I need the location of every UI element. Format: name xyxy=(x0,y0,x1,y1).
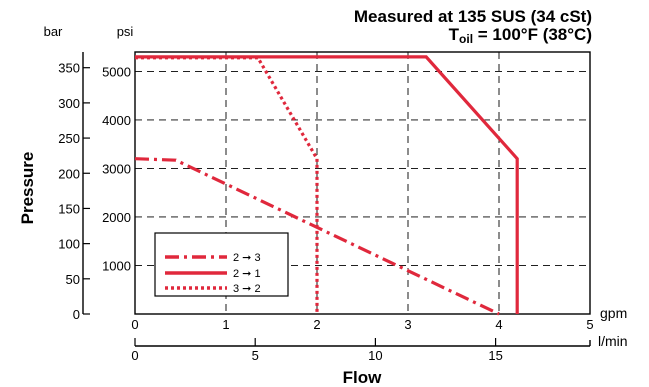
gpm-tick-label: 1 xyxy=(222,317,229,332)
series-line-2 xyxy=(135,56,319,314)
bar-tick-label: 0 xyxy=(73,307,80,322)
psi-tick-label: 2000 xyxy=(102,210,131,225)
bar-unit-label: bar xyxy=(44,24,63,39)
title-temperature: = 100°F (38°C) xyxy=(473,25,592,44)
gpm-tick-label: 4 xyxy=(495,317,502,332)
bar-tick-label: 100 xyxy=(58,237,80,252)
psi-tick-label: 3000 xyxy=(102,161,131,176)
title-t: T xyxy=(449,25,460,44)
series-line-0 xyxy=(134,157,500,316)
series-line-1 xyxy=(135,55,519,314)
legend-label-3-2: 3 ➞ 2 xyxy=(233,283,261,295)
psi-unit-label: psi xyxy=(117,24,134,39)
bar-tick-label: 250 xyxy=(58,131,80,146)
bar-tick-label: 50 xyxy=(66,272,80,287)
tick-labels: 0 1 2 3 4 51000200030004000500005010015020025… xyxy=(58,61,593,363)
title-oil-subscript: oil xyxy=(459,32,473,46)
bar-tick-label: 300 xyxy=(58,96,80,111)
gpm-tick-label: 2 xyxy=(313,317,320,332)
lmin-tick-label: 15 xyxy=(488,348,502,363)
gpm-tick-label: 5 xyxy=(586,317,593,332)
bar-tick-label: 150 xyxy=(58,201,80,216)
bar-tick-label: 200 xyxy=(58,166,80,181)
y-axis-label: Pressure xyxy=(18,152,37,225)
lmin-tick-label: 5 xyxy=(252,348,259,363)
x-axis-label: Flow xyxy=(343,368,382,387)
legend-label-2-3: 2 ➞ 3 xyxy=(233,252,261,264)
legend-label-2-1: 2 ➞ 1 xyxy=(233,268,261,280)
chart-title-line1: Measured at 135 SUS (34 cSt) xyxy=(354,7,592,26)
legend-box xyxy=(154,232,289,297)
psi-tick-label: 4000 xyxy=(102,113,131,128)
gpm-tick-label: 3 xyxy=(404,317,411,332)
series-lines xyxy=(134,55,519,316)
gpm-unit-label: gpm xyxy=(600,305,627,321)
gpm-tick-label: 0 xyxy=(131,317,138,332)
lmin-tick-label: 0 xyxy=(131,348,138,363)
psi-tick-label: 5000 xyxy=(102,64,131,79)
lmin-unit-label: l/min xyxy=(598,333,628,349)
plot-frame xyxy=(134,51,591,315)
bar-tick-label: 350 xyxy=(58,61,80,76)
psi-tick-label: 1000 xyxy=(102,258,131,273)
legend: 2 ➞ 3 2 ➞ 1 3 ➞ 2 xyxy=(154,232,289,297)
axes xyxy=(83,51,591,346)
lmin-tick-label: 10 xyxy=(368,348,382,363)
chart-title-line2: Toil = 100°F (38°C) xyxy=(449,25,592,46)
